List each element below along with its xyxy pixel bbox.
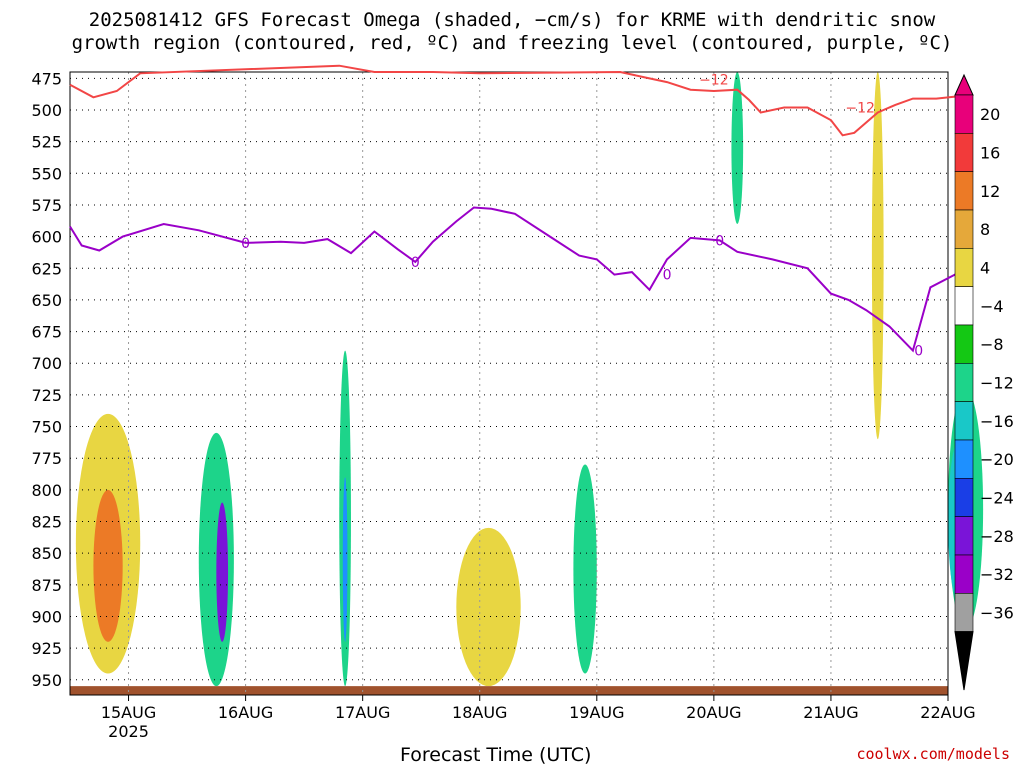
colorbar-label-12: −32 [980,565,1014,584]
colorbar-label-4: 4 [980,259,990,278]
colorbar-arrow-top [954,73,974,96]
chart-title-line-2: growth region (contoured, red, ºC) and f… [71,32,953,54]
plot-frame [69,71,949,696]
y-tick-label-475: 475 [31,69,62,88]
y-tick-label-850: 850 [31,544,62,563]
colorbar-label-1: 16 [980,144,1000,163]
dgz-minus12-contour [69,64,960,137]
colorbar-swatch-0 [954,94,974,134]
y-tick-label-825: 825 [31,513,62,532]
y-tick-label-575: 575 [31,196,62,215]
dgz-label-1: −12 [845,101,875,117]
colorbar-swatch-2 [954,171,974,211]
colorbar-swatch-11 [954,516,974,556]
colorbar-label-2: 12 [980,182,1000,201]
omega-region-7 [573,464,597,674]
colorbar-label-5: −4 [980,297,1004,316]
terrain-strip [70,686,948,695]
y-tick-label-525: 525 [31,133,62,152]
x-tick-label-4: 19AUG [569,703,624,722]
x-tick-label-3: 18AUG [452,703,507,722]
x-tick-label-6: 21AUG [803,703,858,722]
colorbar-label-9: −20 [980,450,1014,469]
colorbar-label-3: 8 [980,220,990,239]
colorbar-label-8: −16 [980,412,1014,431]
x-tick-label-5: 20AUG [686,703,741,722]
x-tick-label-0: 15AUG [101,703,156,722]
freezing-level-label-4: 0 [914,344,923,360]
omega-region-3 [216,502,229,642]
omega-region-5 [342,477,348,642]
freezing-level-label-0: 0 [241,236,250,252]
y-tick-label-625: 625 [31,259,62,278]
y-tick-label-650: 650 [31,291,62,310]
colorbar-swatch-10 [954,478,974,517]
source-credit: coolwx.com/models [856,745,1010,763]
y-tick-label-550: 550 [31,164,62,183]
freezing-level-label-2: 0 [663,268,672,284]
colorbar-swatch-5 [954,286,974,326]
y-tick-label-900: 900 [31,607,62,626]
x-axis-label: Forecast Time (UTC) [400,744,592,766]
y-tick-label-600: 600 [31,228,62,247]
colorbar-swatch-13 [954,593,974,632]
y-tick-label-700: 700 [31,354,62,373]
freezing-level-contour [69,206,961,353]
colorbar-swatch-3 [954,209,974,249]
colorbar-label-0: 20 [980,105,1000,124]
y-tick-label-725: 725 [31,386,62,405]
freezing-level-label-3: 0 [715,233,724,249]
chart-title-line-1: 2025081412 GFS Forecast Omega (shaded, −… [88,9,936,31]
colorbar-swatch-6 [954,324,974,364]
y-tick-label-750: 750 [31,418,62,437]
colorbar-label-11: −28 [980,527,1014,546]
omega-region-2 [198,432,234,687]
colorbar-swatch-8 [954,401,974,441]
colorbar-label-6: −8 [980,335,1004,354]
omega-region-1 [93,489,123,642]
y-tick-label-925: 925 [31,639,62,658]
y-tick-label-775: 775 [31,449,62,468]
colorbar-label-7: −12 [980,374,1014,393]
colorbar-swatch-7 [954,363,974,402]
colorbar-swatch-4 [954,248,974,287]
y-tick-label-675: 675 [31,323,62,342]
colorbar-swatch-9 [954,439,974,479]
dgz-label-0: −12 [699,73,729,89]
freezing-level-label-1: 0 [411,255,420,271]
colorbar-swatch-12 [954,554,974,594]
y-tick-label-500: 500 [31,101,62,120]
colorbar-label-13: −36 [980,604,1014,623]
omega-region-11 [871,72,884,440]
y-tick-label-800: 800 [31,481,62,500]
colorbar-swatch-1 [954,133,974,172]
colorbar-arrow-bottom [954,631,974,691]
omega-region-6 [456,527,521,687]
x-tick-label-7: 22AUG [920,703,975,722]
x-tick-label-2: 17AUG [335,703,390,722]
y-tick-label-875: 875 [31,576,62,595]
y-tick-label-950: 950 [31,671,62,690]
x-tick-sublabel: 2025 [108,722,149,741]
x-tick-label-1: 16AUG [218,703,273,722]
omega-region-10 [731,72,744,224]
colorbar-label-10: −24 [980,489,1014,508]
